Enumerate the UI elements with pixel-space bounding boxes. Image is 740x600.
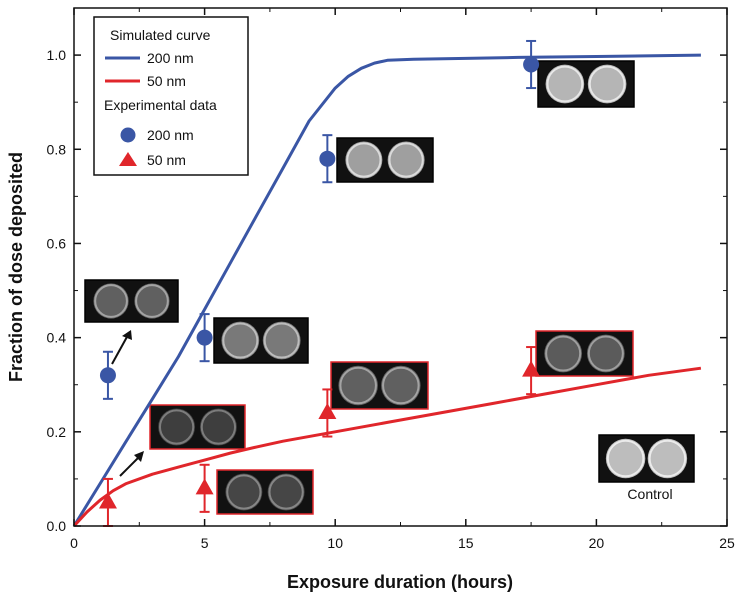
inset-well — [586, 334, 625, 373]
inset-well — [544, 334, 583, 373]
inset-200nm-17h — [537, 60, 635, 108]
inset-50nm-5h — [216, 469, 314, 515]
inset-well-rim — [94, 284, 128, 318]
inset-well-rim — [346, 142, 382, 178]
x-tick-label: 15 — [458, 535, 474, 551]
inset-well-rim — [587, 335, 624, 372]
axis-ticks: 0 5 10 15 20 25 0.0 0.2 0.4 0.6 0.8 1.0 — [47, 7, 735, 551]
inset-well — [267, 473, 305, 511]
inset-well-rim — [588, 65, 626, 103]
simulated-curves — [72, 53, 702, 528]
data-point-200nm — [196, 329, 213, 346]
legend-label-sim-200nm: 200 nm — [147, 50, 194, 66]
inset-well-rim — [268, 474, 304, 510]
data-point-50nm — [98, 492, 117, 509]
inset-well-rim — [135, 284, 169, 318]
inset-well — [262, 321, 301, 360]
y-tick-label: 0.2 — [47, 424, 67, 440]
legend-box — [93, 16, 249, 176]
inset-well — [545, 64, 585, 104]
inset-well — [134, 283, 170, 319]
legend-label-sim-50nm: 50 nm — [147, 73, 186, 89]
arrow-50nm-inset — [119, 455, 141, 477]
y-tick-label: 0.0 — [47, 518, 67, 534]
arrow-50nm-head — [134, 451, 144, 462]
arrow-200nm-head — [122, 330, 132, 340]
inset-images — [84, 60, 695, 515]
inset-50nm-1h — [149, 404, 246, 450]
x-tick-label: 25 — [719, 535, 735, 551]
inset-well — [345, 141, 383, 179]
legend-simulated-header: Simulated curve — [110, 27, 211, 43]
legend-experimental-header: Experimental data — [104, 97, 217, 113]
inset-well-rim — [388, 142, 424, 178]
inset-arrows — [111, 330, 144, 477]
inset-200nm-1h — [84, 279, 179, 323]
inset-200nm-10h — [336, 137, 434, 183]
inset-well — [93, 283, 129, 319]
data-point-50nm — [522, 360, 541, 377]
inset-well-rim — [226, 474, 262, 510]
data-point-50nm — [195, 478, 214, 495]
legend-marker-circle — [120, 127, 136, 143]
x-tick-label: 5 — [201, 535, 209, 551]
inset-well — [381, 365, 421, 406]
inset-well-rim — [339, 366, 377, 405]
x-tick-label: 20 — [589, 535, 605, 551]
inset-well — [158, 408, 196, 446]
inset-well-rim — [546, 65, 584, 103]
inset-200nm-5h — [213, 317, 309, 364]
inset-well-rim — [382, 366, 420, 405]
inset-well-rim — [648, 439, 687, 478]
inset-well — [221, 321, 260, 360]
y-tick-label: 1.0 — [47, 47, 67, 63]
legend-label-exp-50nm: 50 nm — [147, 152, 186, 168]
inset-well-rim — [158, 409, 195, 445]
experimental-markers — [98, 39, 541, 527]
inset-well — [338, 365, 378, 406]
inset-50nm-10h — [330, 361, 429, 410]
arrow-200nm-inset — [111, 334, 129, 365]
control-label: Control — [627, 486, 672, 502]
legend-marker-triangle — [119, 152, 137, 166]
inset-control — [598, 434, 695, 483]
data-point-200nm — [99, 367, 116, 384]
data-point-200nm — [523, 56, 540, 73]
inset-well-rim — [545, 335, 582, 372]
inset-well — [605, 438, 646, 479]
inset-well-rim — [222, 322, 259, 359]
inset-50nm-17h — [535, 330, 634, 377]
inset-well-rim — [263, 322, 300, 359]
data-point-50nm — [318, 402, 337, 419]
y-tick-label: 0.4 — [47, 330, 67, 346]
inset-well — [387, 141, 425, 179]
legend-label-exp-200nm: 200 nm — [147, 127, 194, 143]
legend: Simulated curve 200 nm 50 nm Experimenta… — [93, 16, 249, 176]
inset-well — [647, 438, 688, 479]
inset-well-rim — [606, 439, 645, 478]
x-axis-title: Exposure duration (hours) — [287, 572, 513, 592]
y-tick-label: 0.6 — [47, 235, 67, 251]
inset-well — [225, 473, 263, 511]
simulated-curve-200nm — [72, 53, 701, 527]
x-tick-label: 0 — [70, 535, 78, 551]
x-tick-label: 10 — [327, 535, 343, 551]
y-tick-label: 0.8 — [47, 141, 67, 157]
y-axis-title: Fraction of dose deposited — [6, 152, 26, 382]
inset-well — [587, 64, 627, 104]
inset-well-rim — [200, 409, 237, 445]
data-point-200nm — [319, 150, 336, 167]
inset-well — [199, 408, 237, 446]
simulated-curve-50nm — [72, 366, 702, 528]
